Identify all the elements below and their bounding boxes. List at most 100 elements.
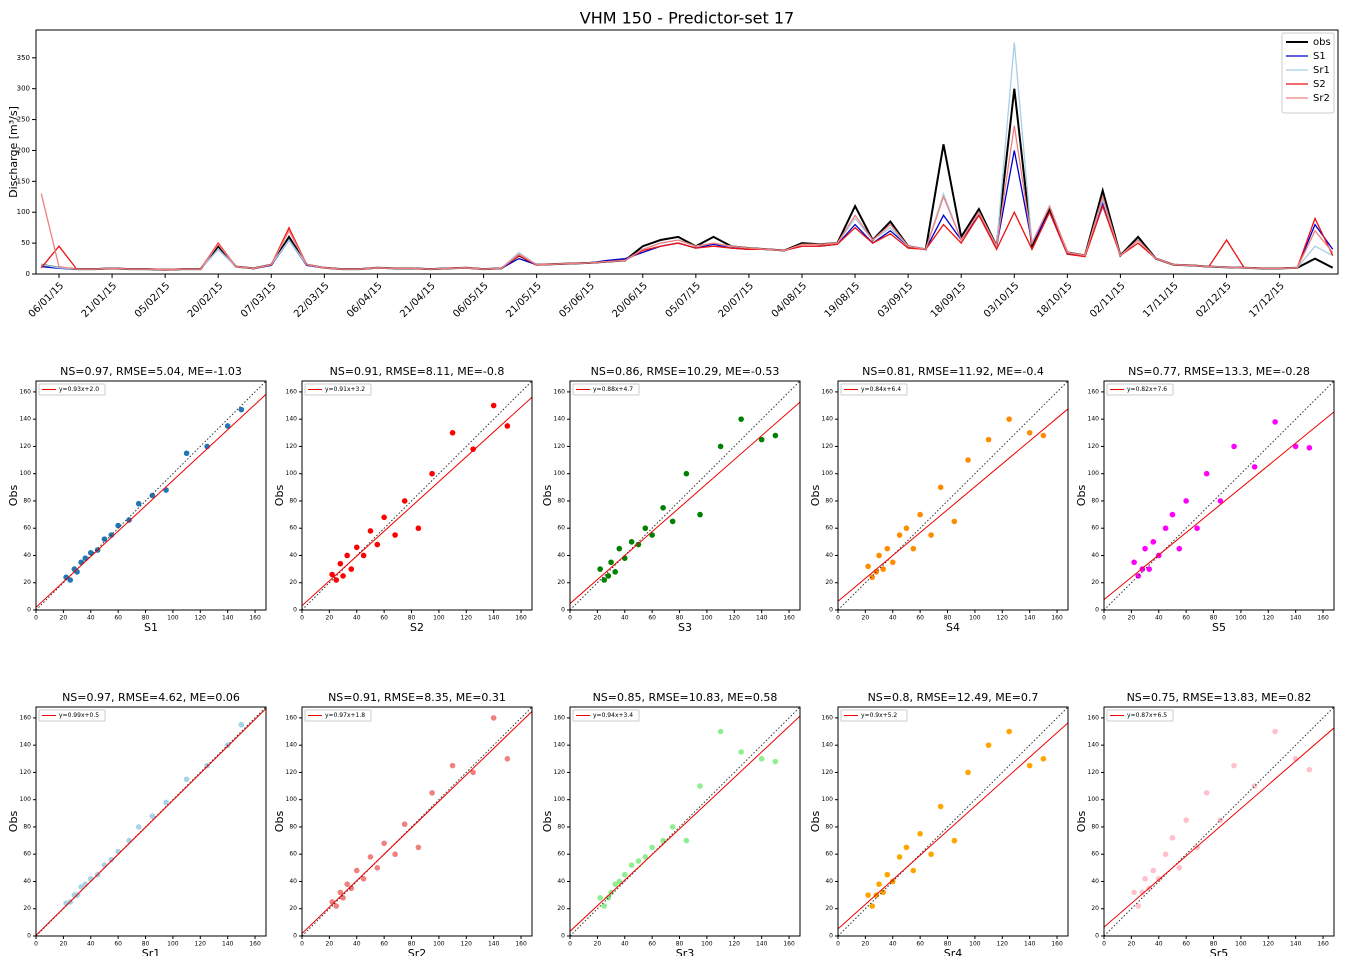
y-tick-label: 0 xyxy=(27,933,31,940)
point xyxy=(1131,559,1137,566)
plot-frame xyxy=(837,380,1069,611)
point xyxy=(717,728,724,735)
y-axis-label: Obs xyxy=(1075,811,1088,833)
point xyxy=(951,837,958,844)
point xyxy=(490,402,497,409)
x-tick-label: 80 xyxy=(1210,941,1218,948)
y-tick-label: 20 xyxy=(1091,579,1099,586)
x-tick-label: 80 xyxy=(676,615,684,622)
x-axis-label: S2 xyxy=(410,621,424,634)
x-tick-label: 06/04/15 xyxy=(345,280,385,320)
fit-line xyxy=(1104,411,1334,601)
legend-box xyxy=(1106,383,1174,396)
y-tick-label: 40 xyxy=(23,552,31,559)
plot-frame xyxy=(301,380,533,611)
y-tick-label: 120 xyxy=(554,443,566,450)
x-tick-label: 20 xyxy=(326,941,334,948)
y-tick-label: 100 xyxy=(20,470,32,477)
x-tick-label: 120 xyxy=(729,941,741,948)
point xyxy=(429,470,435,477)
y-tick-label: 120 xyxy=(554,769,566,776)
x-tick-label: 100 xyxy=(433,615,445,622)
point xyxy=(876,881,882,888)
y-tick-label: 160 xyxy=(1088,714,1100,721)
y-axis-label: Obs xyxy=(273,485,286,507)
y-tick-label: 120 xyxy=(286,769,298,776)
legend-label: y=0.84x+6.4 xyxy=(861,386,901,393)
point xyxy=(353,544,360,551)
point xyxy=(1231,762,1237,769)
x-tick-label: 120 xyxy=(997,941,1009,948)
fit-line xyxy=(838,408,1068,602)
point xyxy=(1169,835,1176,841)
x-tick-label: 100 xyxy=(167,615,179,622)
point xyxy=(449,762,456,769)
x-tick-label: 140 xyxy=(1024,615,1036,622)
legend-label: y=0.93x+2.0 xyxy=(59,386,99,393)
point xyxy=(1194,525,1200,532)
point xyxy=(67,577,74,583)
x-tick-label: 06/01/15 xyxy=(27,280,67,320)
y-tick-label: 140 xyxy=(1088,416,1100,423)
x-tick-label: 40 xyxy=(1155,615,1163,622)
point xyxy=(1183,817,1189,823)
point xyxy=(869,903,876,909)
point xyxy=(238,406,245,413)
x-tick-label: 03/10/15 xyxy=(982,280,1022,320)
x-tick-label: 40 xyxy=(353,941,361,948)
legend-box xyxy=(304,383,372,396)
x-tick-label: 22/03/15 xyxy=(292,280,332,320)
y-axis-label: Obs xyxy=(809,485,822,507)
point xyxy=(669,824,676,830)
x-tick-label: 60 xyxy=(380,615,388,622)
y-tick-label: 60 xyxy=(23,525,31,532)
x-tick-label: 100 xyxy=(701,941,713,948)
y-tick-label: 60 xyxy=(1091,525,1099,532)
point xyxy=(880,566,886,572)
y-tick-label: 0 xyxy=(26,270,30,278)
y-tick-label: 100 xyxy=(822,470,834,477)
point xyxy=(401,821,408,828)
y-tick-label: 80 xyxy=(557,823,565,830)
x-axis-label: Sr2 xyxy=(408,947,427,956)
point xyxy=(115,848,121,855)
y-tick-label: 140 xyxy=(1088,742,1100,749)
point xyxy=(601,577,608,583)
point xyxy=(415,525,422,532)
series-line xyxy=(40,125,1334,271)
point xyxy=(470,446,476,452)
x-tick-label: 20 xyxy=(60,941,68,948)
x-tick-label: 20 xyxy=(594,615,602,622)
point xyxy=(1194,844,1200,851)
x-tick-label: 120 xyxy=(997,615,1009,622)
x-tick-label: 20/02/15 xyxy=(186,280,226,320)
x-tick-label: 140 xyxy=(756,941,768,948)
y-tick-label: 0 xyxy=(293,607,297,614)
y-tick-label: 40 xyxy=(1091,878,1099,885)
point xyxy=(869,574,876,581)
point xyxy=(876,552,882,559)
x-tick-label: 80 xyxy=(142,615,150,622)
x-tick-label: 100 xyxy=(167,941,179,948)
y-tick-label: 0 xyxy=(1095,607,1099,614)
x-tick-label: 0 xyxy=(1102,615,1106,622)
x-tick-label: 100 xyxy=(433,941,445,948)
x-tick-label: 120 xyxy=(1263,615,1275,622)
legend-label: y=0.94x+3.4 xyxy=(593,712,633,719)
x-axis-label: S4 xyxy=(946,621,960,634)
point xyxy=(1040,432,1047,439)
point xyxy=(1251,783,1258,789)
point xyxy=(910,867,917,874)
legend-label: y=0.88x+4.7 xyxy=(593,386,633,393)
y-tick-label: 300 xyxy=(17,85,30,93)
point xyxy=(183,776,190,783)
legend-box xyxy=(840,383,908,396)
y-tick-label: 150 xyxy=(17,177,30,185)
y-tick-label: 160 xyxy=(286,388,298,395)
point xyxy=(149,492,156,499)
x-tick-label: 100 xyxy=(969,615,981,622)
y-tick-label: 140 xyxy=(20,742,32,749)
x-tick-label: 02/11/15 xyxy=(1088,280,1128,320)
legend-box xyxy=(1281,32,1335,114)
y-tick-label: 200 xyxy=(17,146,30,154)
